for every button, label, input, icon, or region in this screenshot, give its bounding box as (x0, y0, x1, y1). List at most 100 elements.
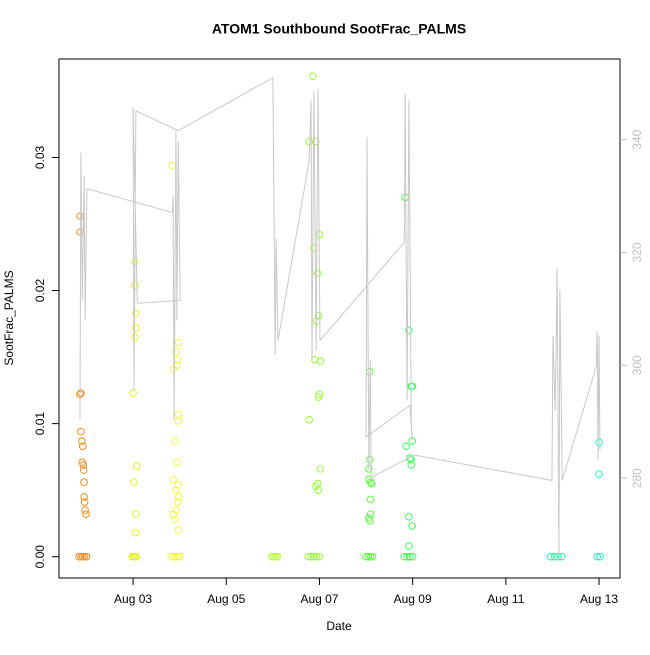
scatter-point (131, 333, 139, 341)
scatter-point (176, 552, 184, 561)
scatter-point (174, 410, 183, 419)
scatter-point (314, 393, 323, 401)
scatter-point (273, 552, 282, 561)
scatter-point (80, 498, 89, 506)
scatter-point (132, 528, 140, 537)
x-tick-label: Aug 11 (487, 592, 524, 606)
scatter-point (364, 552, 373, 561)
y-tick-label: 0.01 (33, 412, 47, 436)
y2-tick-label: 300 (630, 355, 644, 375)
scatter-point (314, 486, 323, 494)
scatter-point (174, 493, 183, 501)
scatter-point (174, 498, 182, 506)
scatter-point (554, 552, 562, 561)
scatter-point (172, 552, 180, 561)
scatter-point (174, 526, 183, 534)
y-tick-label: 0.02 (33, 279, 47, 303)
scatter-point (407, 461, 416, 469)
scatter-point (311, 355, 319, 364)
scatter-point (406, 552, 414, 561)
scatter-point (174, 481, 182, 489)
scatter-point (82, 510, 90, 518)
scatter-point (315, 552, 324, 561)
scatter-point (313, 269, 322, 278)
x-axis-label: Date (326, 619, 352, 633)
scatter-point (401, 193, 409, 202)
y2-tick-label: 320 (630, 242, 644, 262)
scatter-point (173, 458, 181, 467)
scatter-point (132, 324, 140, 332)
scatter-point (314, 312, 323, 320)
scatter-point (309, 72, 317, 81)
x-tick-label: Aug 07 (300, 592, 338, 606)
scatter-point (132, 552, 141, 561)
scatter-point (408, 382, 416, 391)
scatter-point (557, 552, 566, 561)
scatter-point (366, 510, 375, 518)
scatter-point (169, 475, 177, 484)
x-tick-label: Aug 03 (114, 592, 152, 606)
scatter-point (595, 470, 603, 479)
scatter-point (304, 552, 313, 561)
scatter-point (172, 486, 180, 494)
scatter-point (593, 552, 601, 561)
scatter-point (316, 357, 325, 365)
scatter-point (311, 137, 320, 146)
line-series (79, 76, 601, 555)
scatter-point (171, 437, 179, 445)
scatter-point (307, 552, 315, 561)
scatter-point (80, 478, 88, 486)
scatter-point (130, 478, 138, 486)
scatter-point (79, 466, 88, 475)
scatter-point (129, 389, 137, 397)
scatter-point (76, 228, 84, 236)
scatter-point (80, 493, 88, 501)
scatter-point (172, 347, 180, 356)
scatter-point (312, 552, 321, 561)
scatter-point (316, 465, 325, 473)
scatter-point (171, 515, 179, 524)
y2-tick-label: 280 (630, 468, 644, 488)
scatter-point (405, 326, 413, 335)
scatter-point (169, 365, 177, 373)
scatter-point (174, 338, 183, 347)
scatter-point (78, 442, 87, 451)
scatter-point (368, 552, 377, 561)
scatter-point (408, 522, 416, 530)
y2-tick-label: 340 (630, 129, 644, 149)
plot-frame (58, 58, 621, 579)
scatter-point (168, 161, 177, 170)
scatter-point (78, 437, 86, 445)
y-tick-label: 0.00 (33, 545, 47, 569)
y-tick-label: 0.03 (33, 145, 47, 169)
scatter-point (403, 552, 411, 561)
scatter-point (133, 462, 141, 471)
scatter-point (174, 417, 182, 425)
scatter-point (366, 495, 375, 504)
scatter-point (402, 442, 410, 451)
scatter-point (82, 552, 91, 561)
x-tick-label: Aug 09 (394, 592, 432, 606)
scatter-point (169, 510, 177, 518)
scatter-point (405, 512, 413, 521)
scatter-point (365, 516, 374, 525)
scatter-point (550, 552, 559, 561)
scatter-point (77, 427, 85, 436)
scatter-point (310, 552, 318, 561)
scatter-point (400, 552, 409, 561)
chart-title: ATOM1 Southbound SootFrac_PALMS (212, 21, 466, 37)
scatter-point (305, 415, 314, 424)
y-axis-label: SootFrac_PALMS (2, 270, 16, 365)
scatter-point (405, 542, 413, 550)
scatter-point (365, 455, 374, 464)
x-tick-label: Aug 13 (580, 592, 618, 606)
scatter-point (79, 461, 88, 469)
scatter-point (76, 212, 84, 220)
x-tick-label: Aug 05 (207, 592, 245, 606)
scatter-point (595, 438, 603, 447)
scatter-point (596, 552, 604, 561)
scatter-point (81, 506, 89, 514)
scatter-point (132, 309, 140, 317)
scatter-point (408, 552, 417, 561)
